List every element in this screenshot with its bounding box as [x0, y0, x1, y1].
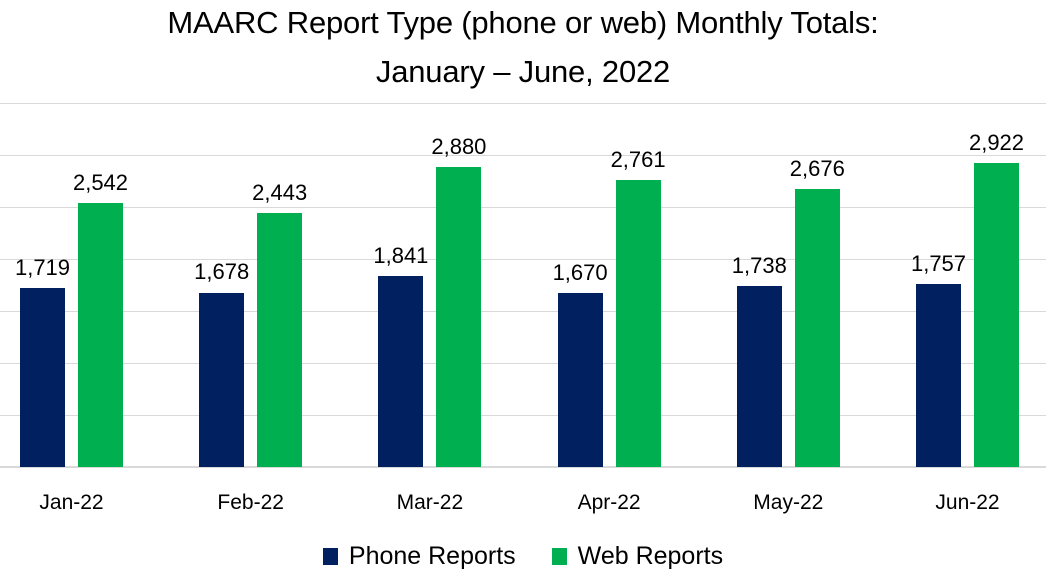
chart-title-line-1: MAARC Report Type (phone or web) Monthly…	[167, 5, 879, 40]
web-bar-mar-22	[436, 167, 482, 467]
phone-bar-mar-22	[378, 275, 424, 467]
legend: Phone Reports Web Reports	[0, 541, 1046, 571]
phone-bar-apr-22	[557, 293, 603, 467]
data-label: 2,761	[610, 146, 666, 172]
gridline	[0, 363, 1046, 364]
phone-bar-jan-22	[20, 288, 65, 467]
web-bar-jan-22	[78, 202, 123, 467]
web-bar-jun-22	[974, 163, 1019, 467]
data-label: 1,738	[731, 253, 787, 279]
phone-bar-jun-22	[916, 284, 961, 467]
gridline	[0, 155, 1046, 156]
legend-label-web: Web Reports	[577, 542, 724, 570]
data-label: 1,678	[194, 259, 250, 285]
web-bar-apr-22	[615, 179, 661, 467]
x-tick-label: Jan-22	[39, 491, 104, 514]
data-label: 2,542	[72, 169, 129, 195]
gridline	[0, 103, 1046, 104]
x-axis-line	[0, 466, 1046, 468]
web-swatch-icon	[551, 547, 567, 565]
web-bar-may-22	[794, 188, 840, 467]
x-tick-label: Mar-22	[396, 491, 464, 514]
x-tick-label: May-22	[753, 491, 824, 514]
legend-label-phone: Phone Reports	[348, 542, 516, 570]
phone-bar-feb-22	[199, 292, 245, 467]
gridline	[0, 259, 1046, 260]
data-label: 2,922	[968, 130, 1025, 156]
gridline	[0, 207, 1046, 208]
chart-title: MAARC Report Type (phone or web) Monthly…	[0, 0, 1046, 94]
phone-swatch-icon	[322, 547, 338, 565]
x-tick-label: Apr-22	[577, 491, 641, 514]
data-label: 1,719	[14, 255, 71, 281]
data-label: 2,880	[431, 134, 487, 160]
plot-area: 1,719 2,542 1,678 2,443 1,841 2,880 1,670 2,761…	[0, 103, 1046, 468]
web-bar-feb-22	[257, 212, 303, 467]
data-label: 2,676	[789, 155, 845, 181]
data-label: 1,670	[552, 260, 608, 286]
chart-title-line-2: January – June, 2022	[375, 54, 671, 89]
phone-bar-may-22	[736, 286, 782, 467]
data-label: 1,757	[910, 251, 967, 277]
gridline	[0, 311, 1046, 312]
data-label: 1,841	[373, 242, 429, 268]
legend-item-phone: Phone Reports	[322, 541, 516, 571]
legend-item-web: Web Reports	[551, 541, 724, 571]
x-tick-label: Feb-22	[217, 491, 284, 514]
data-label: 2,443	[252, 179, 308, 205]
x-tick-label: Jun-22	[935, 491, 1000, 514]
gridline	[0, 415, 1046, 416]
